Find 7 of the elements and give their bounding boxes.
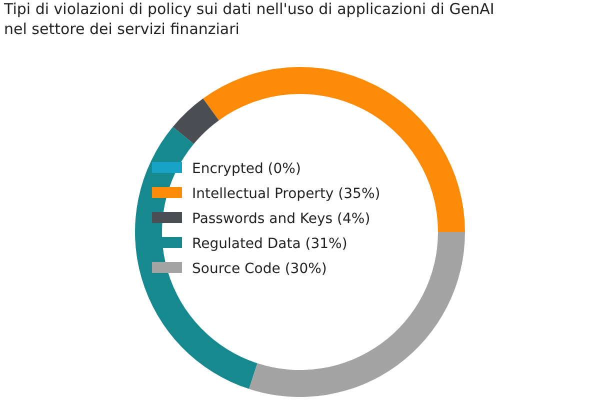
legend-label: Intellectual Property (35%)	[192, 186, 380, 202]
legend-label: Encrypted (0%)	[192, 161, 301, 177]
legend-label: Passwords and Keys (4%)	[192, 211, 370, 227]
chart-title: Tipi di violazioni di policy sui dati nell'uso di applicazioni di GenAI nel settore dei servizi finanziari	[3, 0, 494, 38]
legend-label: Source Code (30%)	[192, 261, 327, 277]
legend-label: Regulated Data (31%)	[192, 236, 348, 252]
donut-slice	[172, 98, 219, 144]
